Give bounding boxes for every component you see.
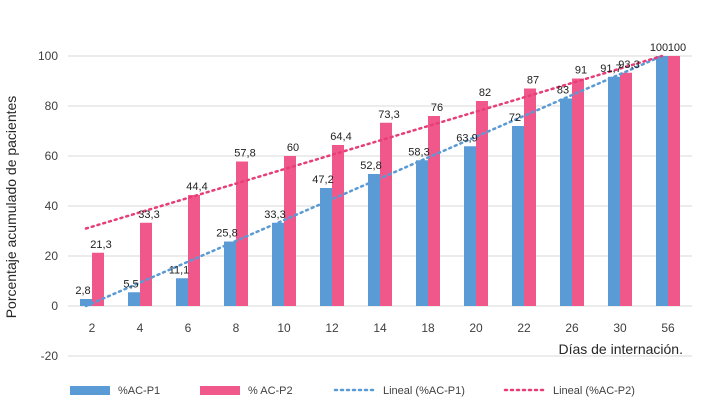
legend-label: Lineal (%AC-P2) <box>553 385 635 397</box>
data-labels: 2,8 5,5 11,1 25,8 33,3 47,2 52,8 58,3 63,9 72 83 91… <box>75 42 686 297</box>
data-label: 91 <box>575 65 587 77</box>
y-tick-label: 40 <box>45 199 59 213</box>
bar-series2 <box>380 122 392 306</box>
data-label: 76 <box>431 102 443 114</box>
bar-series1 <box>320 188 332 306</box>
x-tick-label: 2 <box>89 321 96 335</box>
y-tick-label: 100 <box>38 49 58 63</box>
bar-series2 <box>668 56 680 306</box>
data-label: 87 <box>527 75 539 87</box>
x-tick-label: 14 <box>373 321 387 335</box>
bar-series2 <box>332 145 344 306</box>
legend-label: %AC-P1 <box>118 385 160 397</box>
y-axis-tick-labels: -20 0 20 40 60 80 100 <box>38 49 58 363</box>
data-label: 57,8 <box>234 148 255 160</box>
x-axis-tick-labels: 2 4 6 8 10 12 14 18 20 22 26 30 56 <box>89 321 675 335</box>
bar-series1 <box>176 278 188 306</box>
x-tick-label: 12 <box>325 321 339 335</box>
data-label: 100 <box>668 42 686 54</box>
x-tick-label: 18 <box>421 321 435 335</box>
data-label: 5,5 <box>123 278 138 290</box>
data-label: 52,8 <box>360 160 381 172</box>
bar-series2 <box>188 195 200 306</box>
y-axis-title: Porcentaje acumulado de pacientes <box>3 96 19 319</box>
bar-series1 <box>512 126 524 306</box>
bar-series1 <box>80 299 92 306</box>
data-label: 82 <box>479 87 491 99</box>
x-tick-label: 4 <box>137 321 144 335</box>
bar-series1 <box>464 146 476 306</box>
bar-series1 <box>656 56 668 306</box>
bars <box>80 56 680 306</box>
legend-label: % AC-P2 <box>248 385 293 397</box>
bar-series2 <box>524 88 536 306</box>
data-label: 21,3 <box>90 239 111 251</box>
x-tick-label: 26 <box>565 321 579 335</box>
data-label: 33,3 <box>138 209 159 221</box>
trendline-1 <box>84 54 664 308</box>
y-tick-label: 0 <box>51 299 58 313</box>
data-label: 72 <box>509 112 521 124</box>
bar-series2 <box>284 156 296 306</box>
bar-series2 <box>620 72 632 306</box>
data-label: 33,3 <box>264 209 285 221</box>
x-tick-label: 10 <box>277 321 291 335</box>
bar-series1 <box>128 292 140 306</box>
data-label: 2,8 <box>75 285 90 297</box>
legend-label: Lineal (%AC-P1) <box>383 385 465 397</box>
x-tick-label: 6 <box>185 321 192 335</box>
data-label: 47,2 <box>312 174 333 186</box>
bar-series1 <box>224 241 236 306</box>
legend-swatch-series2 <box>200 386 240 395</box>
bar-series2 <box>572 78 584 306</box>
bar-series2 <box>476 101 488 306</box>
bar-series2 <box>140 222 152 306</box>
x-tick-label: 8 <box>233 321 240 335</box>
data-label: 11,1 <box>169 264 190 276</box>
bar-series1 <box>560 98 572 306</box>
data-label: 91,7 <box>600 63 621 75</box>
trendlines <box>84 54 664 308</box>
x-tick-label: 30 <box>613 321 627 335</box>
data-label: 44,4 <box>186 181 207 193</box>
bar-series1 <box>368 174 380 306</box>
data-label: 25,8 <box>216 228 237 240</box>
bar-series2 <box>92 252 104 306</box>
y-tick-label: 60 <box>45 149 59 163</box>
legend: %AC-P1 % AC-P2 Lineal (%AC-P1) Lineal (%AC-… <box>70 385 635 397</box>
data-label: 64,4 <box>330 131 351 143</box>
data-label: 100 <box>650 42 668 54</box>
x-tick-label: 56 <box>661 321 675 335</box>
data-label: 73,3 <box>378 109 399 121</box>
data-label: 63,9 <box>456 132 477 144</box>
y-tick-label: -20 <box>41 349 59 363</box>
data-label: 93,3 <box>618 59 639 71</box>
bar-series2 <box>236 161 248 306</box>
trendline-2 <box>84 54 664 230</box>
data-label: 83 <box>557 85 569 97</box>
x-axis-title: Días de internación. <box>558 341 683 357</box>
bar-series2 <box>428 116 440 306</box>
x-tick-label: 22 <box>517 321 531 335</box>
y-tick-label: 80 <box>45 99 59 113</box>
data-label: 58,3 <box>408 146 429 158</box>
bar-series1 <box>272 222 284 306</box>
bar-series1 <box>416 160 428 306</box>
legend-swatch-series1 <box>70 386 110 395</box>
data-label: 60 <box>287 142 299 154</box>
x-tick-label: 20 <box>469 321 483 335</box>
y-tick-label: 20 <box>45 249 59 263</box>
bar-series1 <box>608 76 620 306</box>
